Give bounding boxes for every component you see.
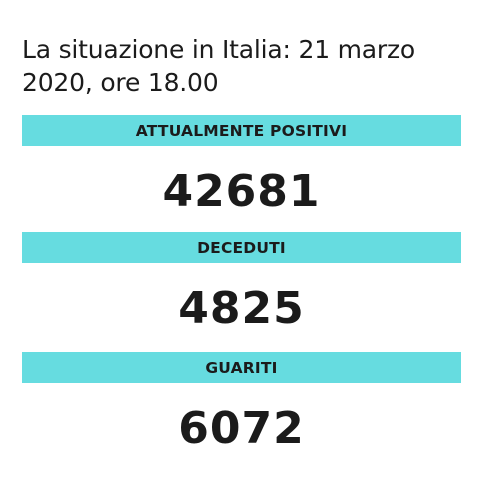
page-title: La situazione in Italia: 21 marzo 2020, … [22, 35, 416, 97]
stat-value-recovered: 6072 [178, 403, 305, 454]
stat-value-deceased: 4825 [178, 283, 305, 334]
stat-label-currently-positive: ATTUALMENTE POSITIVI [22, 115, 461, 146]
stat-value-currently-positive: 42681 [162, 166, 321, 217]
stat-block-recovered: GUARITI 6072 [22, 352, 461, 455]
stat-block-deceased: DECEDUTI 4825 [22, 232, 461, 335]
stat-label-deceased: DECEDUTI [22, 232, 461, 263]
stat-block-currently-positive: ATTUALMENTE POSITIVI 42681 [22, 115, 461, 218]
stat-label-recovered: GUARITI [22, 352, 461, 383]
